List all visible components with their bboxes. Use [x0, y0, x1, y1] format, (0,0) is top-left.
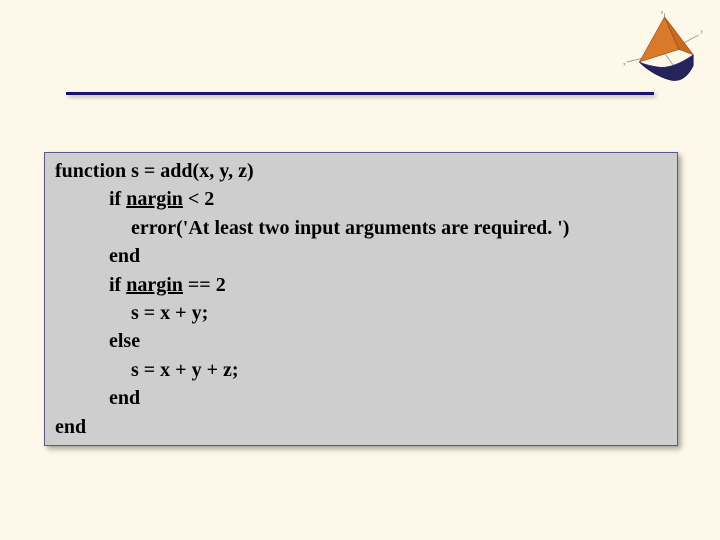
- svg-text:z: z: [661, 9, 664, 15]
- code-cond-2: == 2: [183, 274, 226, 296]
- code-line-6: s = x + y;: [55, 299, 667, 327]
- code-line-8: s = x + y + z;: [55, 356, 667, 384]
- matlab-logo-icon: x y z: [617, 8, 712, 98]
- code-line-9: end: [55, 384, 667, 412]
- code-line-4: end: [55, 242, 667, 270]
- code-cond-1: < 2: [183, 188, 214, 210]
- code-block: function s = add(x, y, z) if nargin < 2 …: [44, 152, 678, 446]
- code-line-3: error('At least two input arguments are …: [55, 214, 667, 242]
- header-divider: [66, 92, 654, 95]
- code-nargin-1: nargin: [126, 188, 183, 210]
- code-nargin-2: nargin: [126, 274, 183, 296]
- code-line-5: if nargin == 2: [55, 271, 667, 299]
- svg-text:y: y: [701, 29, 704, 35]
- code-keyword-if: if: [109, 188, 126, 210]
- code-line-1: function s = add(x, y, z): [55, 157, 667, 185]
- svg-text:x: x: [623, 62, 626, 68]
- code-line-7: else: [55, 327, 667, 355]
- code-line-2: if nargin < 2: [55, 185, 667, 213]
- code-keyword-if2: if: [109, 274, 126, 296]
- code-line-10: end: [55, 413, 667, 441]
